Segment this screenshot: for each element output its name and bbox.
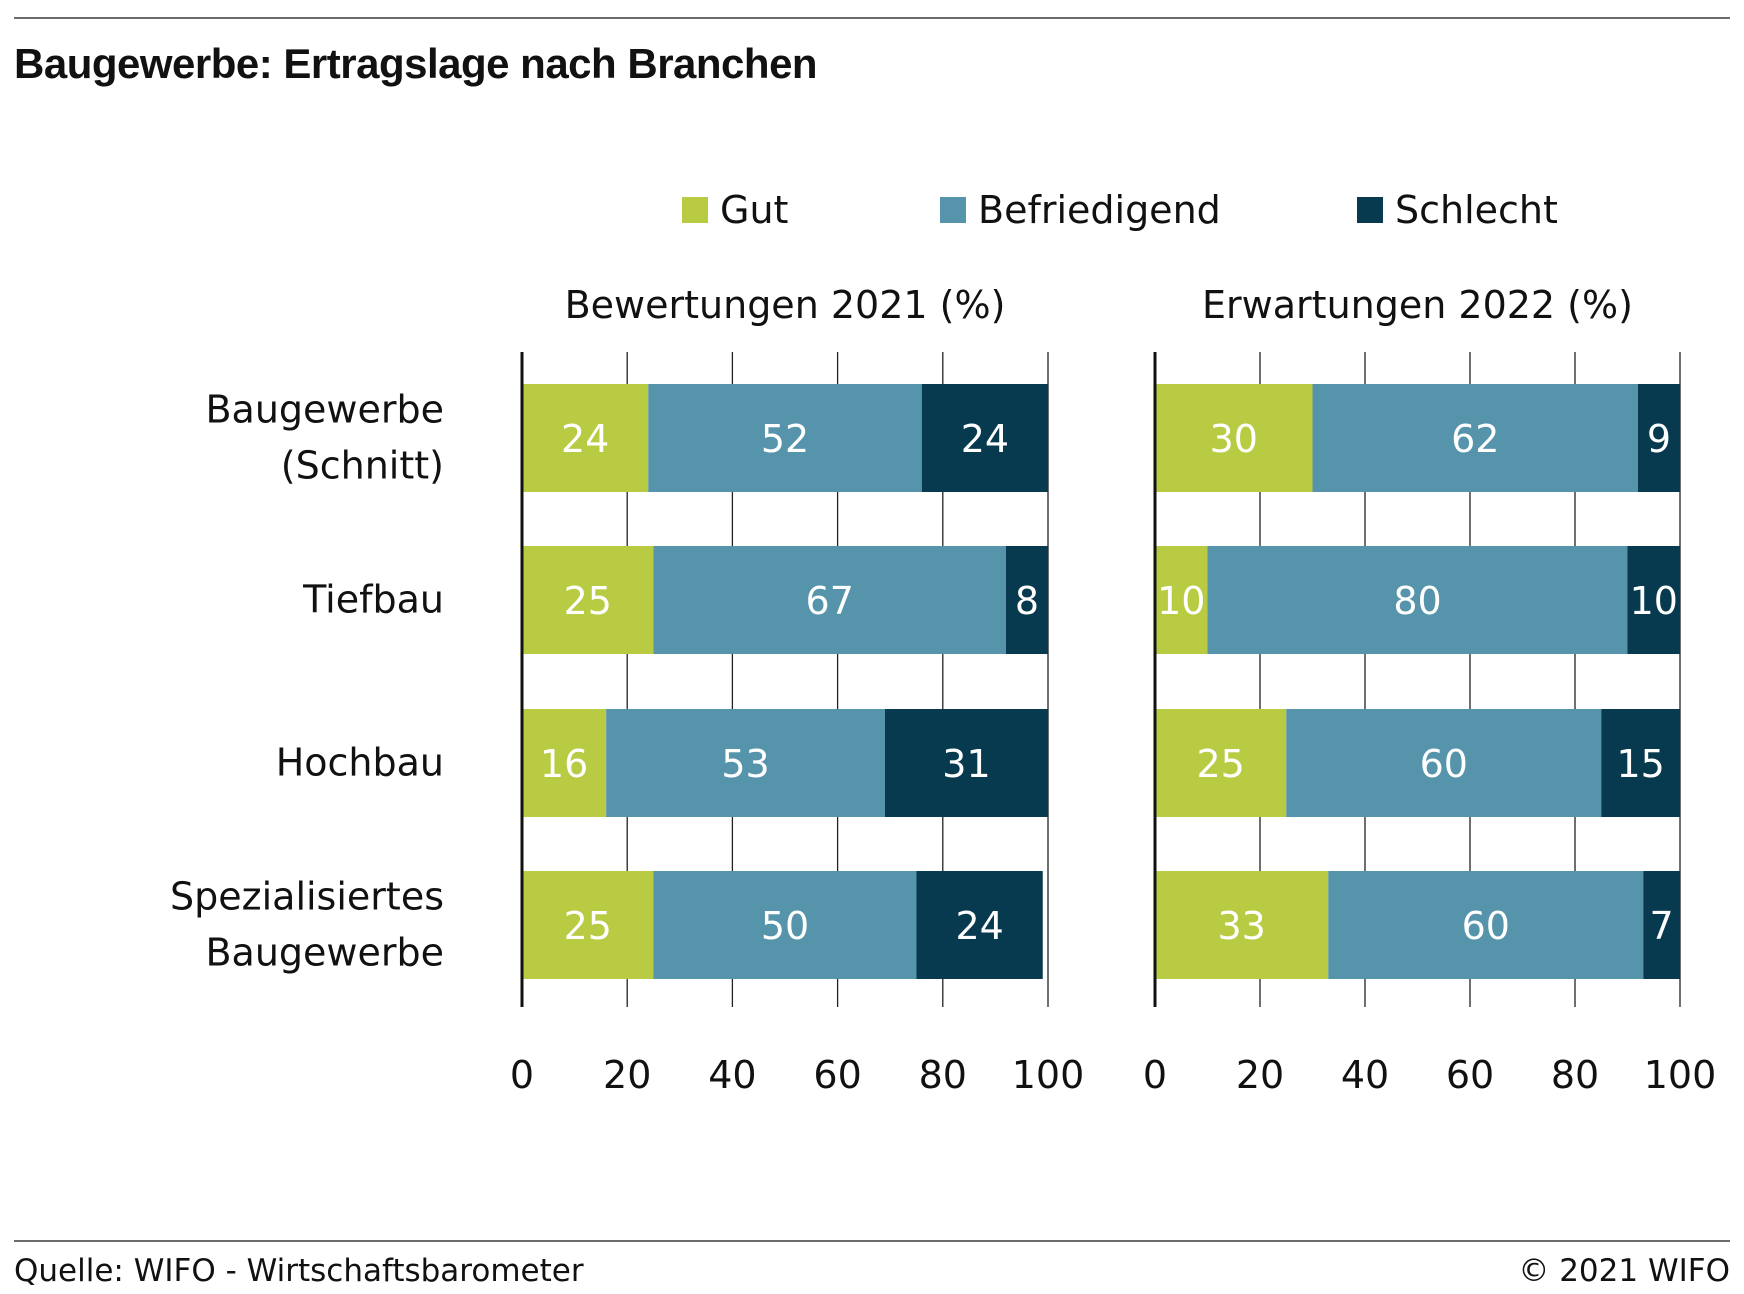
bar-befriedigend — [1328, 871, 1644, 979]
bar-gut — [522, 546, 654, 654]
x-tick-label: 40 — [1341, 1053, 1389, 1097]
data-label: 62 — [1451, 417, 1499, 461]
data-label: 60 — [1420, 742, 1468, 786]
bar-gut — [522, 709, 607, 817]
bar-schlecht — [1627, 546, 1680, 654]
data-label: 67 — [806, 579, 854, 623]
bar-schlecht — [884, 709, 1048, 817]
x-tick-label: 20 — [1236, 1053, 1284, 1097]
bar-gut — [522, 384, 649, 492]
data-label: 52 — [761, 417, 809, 461]
bar-schlecht — [921, 384, 1048, 492]
bar-gut — [1155, 546, 1208, 654]
legend-label-gut: Gut — [720, 188, 788, 232]
data-label: 7 — [1650, 904, 1674, 948]
x-tick-label: 0 — [510, 1053, 534, 1097]
bar-befriedigend — [648, 384, 922, 492]
data-label: 60 — [1462, 904, 1510, 948]
panel-title: Bewertungen 2021 (%) — [565, 283, 1006, 327]
data-label: 10 — [1630, 579, 1678, 623]
x-tick-label: 0 — [1143, 1053, 1167, 1097]
category-label: Hochbau — [276, 740, 444, 784]
x-tick-label: 100 — [1644, 1053, 1717, 1097]
category-label: Tiefbau — [302, 577, 444, 621]
bar-schlecht — [1601, 709, 1680, 817]
category-label: Baugewerbe — [205, 930, 444, 974]
legend-label-befriedigend: Befriedigend — [978, 188, 1221, 232]
bar-gut — [1155, 709, 1287, 817]
data-label: 25 — [1196, 742, 1244, 786]
data-label: 50 — [761, 904, 809, 948]
data-label: 9 — [1647, 417, 1671, 461]
bar-gut — [522, 871, 654, 979]
data-label: 25 — [564, 904, 612, 948]
bar-schlecht — [916, 871, 1043, 979]
legend-swatch-befriedigend — [940, 197, 966, 223]
bar-befriedigend — [1286, 709, 1602, 817]
data-label: 8 — [1015, 579, 1039, 623]
x-tick-label: 60 — [813, 1053, 861, 1097]
data-label: 10 — [1157, 579, 1205, 623]
legend-swatch-gut — [682, 197, 708, 223]
data-label: 53 — [721, 742, 769, 786]
data-label: 33 — [1217, 904, 1265, 948]
bar-schlecht — [1643, 871, 1680, 979]
category-label: Baugewerbe — [205, 387, 444, 431]
data-label: 80 — [1393, 579, 1441, 623]
data-label: 30 — [1210, 417, 1258, 461]
legend-label-schlecht: Schlecht — [1395, 188, 1558, 232]
x-tick-label: 20 — [603, 1053, 651, 1097]
category-label: Spezialisiertes — [170, 874, 444, 918]
data-label: 16 — [540, 742, 588, 786]
data-label: 24 — [955, 904, 1003, 948]
source-note: Quelle: WIFO - Wirtschaftsbarometer — [14, 1253, 584, 1289]
data-label: 25 — [564, 579, 612, 623]
category-label: (Schnitt) — [281, 443, 444, 487]
data-label: 24 — [961, 417, 1009, 461]
legend-swatch-schlecht — [1357, 197, 1383, 223]
bar-befriedigend — [1312, 384, 1638, 492]
data-label: 15 — [1616, 742, 1664, 786]
x-tick-label: 100 — [1012, 1053, 1085, 1097]
bar-befriedigend — [653, 546, 1006, 654]
bar-gut — [1155, 871, 1329, 979]
bottom-rule — [14, 1240, 1730, 1242]
top-rule — [14, 17, 1730, 19]
x-tick-label: 60 — [1446, 1053, 1494, 1097]
data-label: 31 — [942, 742, 990, 786]
page-title: Baugewerbe: Ertragslage nach Branchen — [14, 40, 818, 87]
bar-schlecht — [1638, 384, 1680, 492]
copyright: © 2021 WIFO — [1518, 1253, 1730, 1289]
x-tick-label: 40 — [708, 1053, 756, 1097]
bar-befriedigend — [606, 709, 885, 817]
panel-title: Erwartungen 2022 (%) — [1202, 283, 1633, 327]
bar-gut — [1155, 384, 1313, 492]
x-tick-label: 80 — [919, 1053, 967, 1097]
bar-befriedigend — [1207, 546, 1628, 654]
bar-befriedigend — [653, 871, 917, 979]
bar-schlecht — [1005, 546, 1048, 654]
data-label: 24 — [561, 417, 609, 461]
x-tick-label: 80 — [1551, 1053, 1599, 1097]
